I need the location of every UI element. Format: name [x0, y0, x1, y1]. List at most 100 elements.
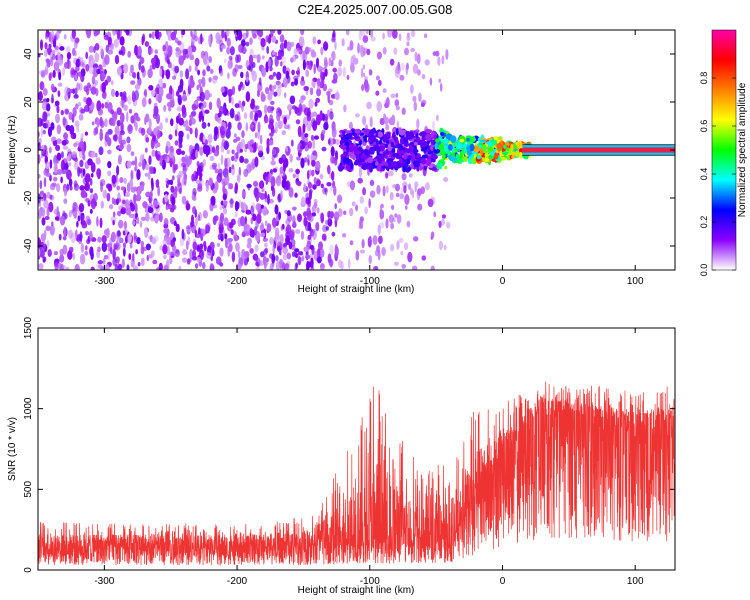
- spectrogram-cell: [190, 30, 193, 37]
- spectrogram-cell: [257, 89, 260, 97]
- spectrogram-cell: [417, 203, 423, 211]
- spectrogram-cell: [257, 121, 261, 133]
- spectrogram-cell: [208, 56, 213, 63]
- spectrogram-cell: [391, 204, 395, 210]
- spectrogram-cell: [38, 174, 41, 179]
- spectrogram-cell: [98, 146, 104, 156]
- spectrogram-cell: [164, 193, 168, 203]
- spectrogram-cell: [162, 244, 168, 255]
- spectrogram-cell: [380, 203, 384, 209]
- spectrogram-cell: [52, 69, 56, 78]
- spectrogram-cell: [286, 41, 292, 52]
- spectrogram-cell: [74, 87, 78, 95]
- spectrogram-cell: [79, 231, 83, 242]
- spectrogram-cell: [321, 233, 327, 241]
- spectrogram-cell: [259, 180, 265, 189]
- spectrogram-cell: [320, 46, 324, 56]
- spectrogram-cell: [295, 168, 300, 175]
- spectrogram-cell: [308, 188, 313, 194]
- spectrogram-cell: [43, 122, 48, 129]
- spectrogram-cell: [264, 104, 268, 115]
- spectrogram-cell: [362, 64, 366, 70]
- spectrogram-cell: [354, 113, 360, 118]
- spectrogram-cell: [235, 242, 240, 252]
- spectrogram-cell: [104, 118, 108, 128]
- spectrogram-cell: [192, 188, 197, 197]
- spectrogram-cell: [87, 200, 91, 207]
- spectrogram-cell: [265, 61, 269, 73]
- spectrogram-cell: [138, 127, 144, 134]
- spectrogram-cell: [38, 209, 42, 220]
- spectrogram-cell: [213, 75, 219, 81]
- spectrogram-cell: [289, 153, 293, 163]
- spectrogram-cell: [382, 88, 387, 93]
- spectrogram-cell: [390, 93, 397, 99]
- spectrogram-cell: [254, 226, 258, 236]
- spectrogram-cell: [261, 55, 265, 60]
- spectrogram-cell: [317, 248, 321, 259]
- spectrogram-cell: [51, 136, 57, 142]
- spectrogram-cell: [258, 35, 262, 41]
- spectrogram-cell: [66, 183, 70, 191]
- spectrogram-cell: [93, 127, 97, 136]
- spectrogram-cell: [69, 88, 74, 94]
- spectrogram-cell: [85, 197, 90, 203]
- spectrogram-cell: [414, 51, 418, 62]
- spectrogram-cell: [282, 247, 289, 255]
- spectrogram-cell: [259, 193, 265, 200]
- spectrogram-cell: [139, 57, 145, 64]
- spectrogram-cell: [388, 214, 394, 224]
- spectrogram-cell: [181, 228, 185, 240]
- spectrogram-cell: [255, 105, 260, 110]
- spectrogram-cell: [167, 45, 173, 57]
- spectrogram-cell: [71, 151, 78, 159]
- spectrogram-cell: [272, 51, 275, 56]
- spectrogram-cell: [193, 30, 197, 38]
- spectrogram-cell: [185, 200, 190, 211]
- spectrogram-cell: [60, 176, 63, 184]
- spectrogram-cell: [136, 169, 141, 180]
- spectrogram-cell: [458, 159, 463, 165]
- spectrogram-cell: [95, 157, 101, 165]
- spectrogram-cell: [223, 106, 226, 115]
- spectrogram-cell: [41, 71, 45, 76]
- spectrogram-cell: [240, 138, 246, 149]
- spectrogram-cell: [410, 153, 416, 162]
- spectrogram-cell: [258, 150, 264, 158]
- spectrogram-cell: [57, 82, 63, 87]
- spectrogram-cell: [269, 237, 274, 245]
- spectrogram-cell: [277, 30, 282, 35]
- spectrogram-cell: [111, 197, 115, 205]
- spectrogram-cell: [324, 113, 329, 121]
- spectrogram-cell: [384, 102, 389, 108]
- spectrogram-cell: [294, 106, 299, 115]
- spectrogram-cell: [411, 189, 415, 199]
- spectrogram-cell: [249, 37, 253, 45]
- spectrogram-cell: [55, 31, 60, 40]
- spectrogram-cell: [130, 186, 136, 193]
- spectrogram-cell: [364, 206, 368, 215]
- spectrogram-cell: [308, 169, 312, 176]
- spectrogram-cell: [56, 138, 62, 144]
- spectrogram-cell: [300, 230, 305, 240]
- spectrogram-cell: [244, 112, 248, 119]
- spectrogram-cell: [86, 30, 91, 39]
- spectrogram-cell: [166, 180, 173, 185]
- spectrogram-cell: [138, 162, 142, 167]
- spectrogram-cell: [214, 168, 219, 174]
- spectrogram-cell: [72, 201, 78, 212]
- spectrogram-cell: [68, 153, 71, 160]
- spectrogram-cell: [369, 235, 372, 242]
- spectrogram-cell: [76, 123, 80, 133]
- spectrogram-cell: [235, 152, 239, 159]
- spectrogram-cell: [90, 58, 96, 65]
- spectrogram-cell: [226, 149, 230, 155]
- spectrogram-cell: [289, 230, 295, 241]
- spectrogram-cell: [116, 120, 121, 127]
- spectrogram-cell: [278, 258, 283, 270]
- spectrogram-cell: [281, 178, 287, 189]
- spectrogram-cell: [175, 48, 181, 58]
- spectrogram-cell: [65, 266, 70, 270]
- spectrogram-cell: [365, 30, 369, 35]
- spectrogram-cell: [48, 201, 54, 213]
